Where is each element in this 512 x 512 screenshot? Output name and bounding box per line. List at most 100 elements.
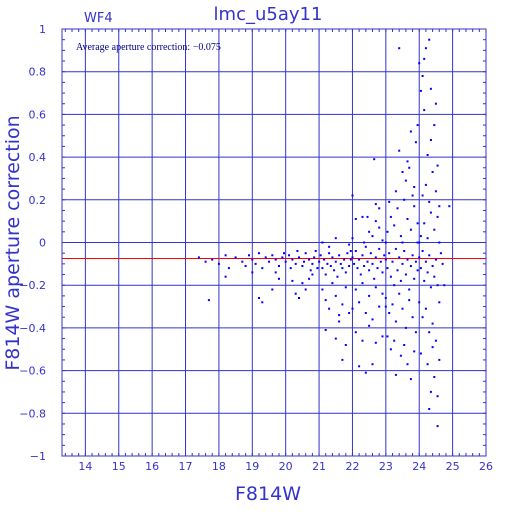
data-point bbox=[244, 265, 247, 267]
data-point bbox=[401, 171, 404, 173]
data-point bbox=[361, 339, 364, 342]
data-point bbox=[251, 258, 254, 261]
data-point bbox=[429, 390, 432, 393]
data-point bbox=[354, 218, 357, 220]
data-point bbox=[408, 166, 411, 169]
data-point bbox=[371, 235, 374, 238]
data-point bbox=[436, 284, 439, 287]
data-point bbox=[416, 222, 419, 225]
data-points bbox=[197, 38, 451, 428]
data-point bbox=[351, 194, 354, 197]
x-tick-label: 19 bbox=[245, 460, 259, 473]
data-point bbox=[394, 320, 397, 323]
data-point bbox=[344, 344, 347, 346]
x-tick-labels: 14 15 16 17 18 19 20 21 22 23 24 25 26 bbox=[78, 460, 493, 473]
data-point bbox=[351, 237, 354, 240]
y-tick-label: −0.8 bbox=[19, 407, 46, 420]
data-point bbox=[324, 329, 327, 331]
data-point bbox=[321, 241, 324, 244]
data-point bbox=[429, 211, 432, 214]
data-point bbox=[398, 149, 401, 152]
data-point bbox=[207, 299, 210, 302]
data-point bbox=[356, 267, 359, 270]
data-point bbox=[386, 267, 389, 270]
x-tick-label: 16 bbox=[145, 460, 159, 473]
data-point bbox=[261, 267, 264, 270]
data-point bbox=[308, 277, 311, 280]
data-point bbox=[421, 316, 424, 319]
data-point bbox=[403, 344, 406, 346]
data-point bbox=[298, 256, 300, 259]
data-point bbox=[428, 408, 431, 410]
data-point bbox=[336, 275, 339, 278]
data-point bbox=[434, 190, 437, 193]
data-point bbox=[399, 235, 402, 238]
data-point bbox=[348, 243, 351, 246]
y-tick-label: 0.2 bbox=[29, 194, 47, 207]
data-point bbox=[406, 160, 409, 163]
x-axis-title: F814W bbox=[235, 483, 301, 505]
data-point bbox=[384, 258, 387, 261]
data-point bbox=[354, 288, 357, 291]
data-point bbox=[358, 301, 361, 304]
data-point bbox=[334, 337, 337, 340]
data-point bbox=[381, 271, 384, 274]
y-tick-label: −0.6 bbox=[19, 365, 46, 378]
data-point bbox=[364, 312, 367, 314]
x-tick-label: 22 bbox=[345, 460, 359, 473]
data-point bbox=[429, 286, 432, 289]
data-point bbox=[399, 354, 402, 357]
data-point bbox=[393, 284, 396, 287]
grid bbox=[62, 28, 487, 457]
data-point bbox=[271, 254, 274, 257]
data-point bbox=[334, 260, 337, 263]
data-point bbox=[354, 331, 357, 334]
data-point bbox=[391, 260, 394, 263]
data-point bbox=[224, 254, 227, 257]
data-point bbox=[414, 141, 417, 144]
data-point bbox=[428, 254, 431, 257]
data-point bbox=[341, 267, 344, 270]
data-point bbox=[211, 258, 214, 261]
data-point bbox=[368, 294, 371, 297]
data-point bbox=[438, 358, 441, 361]
data-point bbox=[434, 102, 437, 105]
data-point bbox=[404, 179, 407, 182]
chart-title: lmc_u5ay11 bbox=[214, 4, 323, 25]
data-point bbox=[346, 252, 349, 255]
data-point bbox=[434, 339, 437, 342]
data-point bbox=[428, 331, 431, 334]
y-axis-title: F814W aperture correction bbox=[2, 115, 24, 370]
data-point bbox=[436, 425, 439, 428]
data-point bbox=[374, 220, 377, 223]
data-point bbox=[423, 222, 426, 225]
data-point bbox=[344, 286, 347, 289]
data-point bbox=[321, 288, 324, 291]
data-point bbox=[428, 200, 431, 203]
data-point bbox=[358, 258, 361, 261]
data-point bbox=[366, 260, 369, 263]
data-point bbox=[376, 267, 379, 270]
data-point bbox=[343, 258, 346, 261]
data-point bbox=[323, 258, 326, 261]
data-point bbox=[318, 260, 321, 263]
data-point bbox=[443, 284, 446, 287]
data-point bbox=[403, 198, 406, 201]
data-point bbox=[399, 279, 402, 282]
data-point bbox=[411, 194, 414, 197]
data-point bbox=[383, 254, 386, 257]
data-point bbox=[416, 241, 419, 244]
x-tick-label: 23 bbox=[379, 460, 393, 473]
data-point bbox=[381, 292, 384, 295]
data-point bbox=[439, 252, 442, 255]
data-point bbox=[389, 215, 392, 218]
x-tick-label: 20 bbox=[279, 460, 293, 473]
data-point bbox=[386, 335, 389, 338]
data-point bbox=[324, 273, 327, 276]
data-point bbox=[371, 363, 374, 366]
data-point bbox=[364, 245, 367, 248]
data-point bbox=[304, 288, 307, 291]
data-point bbox=[264, 256, 267, 259]
data-point bbox=[438, 241, 441, 244]
data-point bbox=[274, 271, 277, 274]
